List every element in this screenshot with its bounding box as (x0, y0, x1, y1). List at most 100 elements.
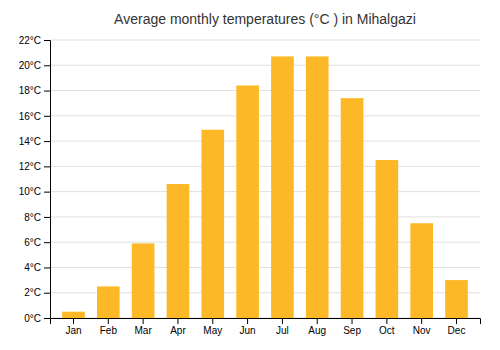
tick-label: 10°C (19, 186, 41, 197)
tick-mark (212, 318, 213, 324)
tick-mark (352, 318, 353, 324)
bar (97, 286, 120, 318)
tick-label: 12°C (19, 161, 41, 172)
grid-line (50, 40, 480, 41)
tick: Apr (170, 318, 186, 336)
tick: 8°C (24, 212, 50, 223)
axis-line (44, 41, 51, 319)
tick: 18°C (19, 85, 50, 96)
plot: Jan Feb Mar Apr May Jun Jul Aug Sep Oct Nov Dec 0°C 2… (19, 35, 481, 336)
tick: 6°C (24, 237, 50, 248)
tick-mark (44, 40, 50, 41)
tick-mark (44, 318, 50, 319)
tick-mark (73, 318, 74, 324)
title: Average monthly temperatures (°C ) in Mi… (114, 11, 416, 27)
tick: 4°C (24, 262, 50, 273)
tick-label: Apr (170, 325, 186, 336)
tick-label: 22°C (19, 35, 41, 46)
tick-label: 4°C (24, 262, 41, 273)
tick: Aug (308, 318, 326, 336)
tick-label: Mar (135, 325, 153, 336)
bar (62, 312, 85, 318)
tick-mark (44, 192, 50, 193)
bar (445, 280, 468, 318)
tick-mark (44, 267, 50, 268)
tick-mark (44, 217, 50, 218)
tick-label: Jul (276, 325, 289, 336)
tick-mark (456, 318, 457, 324)
tick-mark (282, 318, 283, 324)
tick: 16°C (19, 111, 50, 122)
tick-mark (247, 318, 248, 324)
tick-mark (421, 318, 422, 324)
grid-line (50, 90, 480, 91)
axis-line (51, 319, 481, 325)
tick-mark (108, 318, 109, 324)
tick-mark (44, 65, 50, 66)
grid-line (50, 65, 480, 66)
tick: 10°C (19, 186, 50, 197)
tick: 22°C (19, 35, 50, 46)
tick: Oct (379, 318, 395, 336)
tick: 14°C (19, 136, 50, 147)
bar (201, 130, 224, 318)
grid-line (50, 191, 480, 192)
tick-mark (44, 141, 50, 142)
bar (236, 85, 259, 318)
tick: Nov (413, 318, 431, 336)
tick-label: Nov (413, 325, 431, 336)
tick-mark (44, 242, 50, 243)
tick-label: Sep (343, 325, 361, 336)
tick-mark (44, 293, 50, 294)
tick-label: 18°C (19, 85, 41, 96)
tick: 2°C (24, 287, 50, 298)
x-axis: Jan Feb Mar Apr May Jun Jul Aug Sep Oct Nov Dec (51, 318, 481, 336)
tick-label: 6°C (24, 237, 41, 248)
tick: Feb (100, 318, 118, 336)
bar (271, 56, 294, 318)
tick-label: Dec (448, 325, 466, 336)
bar (341, 98, 364, 318)
tick-mark (177, 318, 178, 324)
bar (306, 56, 329, 318)
grid-line (50, 141, 480, 142)
tick-label: 20°C (19, 60, 41, 71)
tick-mark (386, 318, 387, 324)
tick-mark (317, 318, 318, 324)
tick: 0°C (24, 313, 50, 324)
y-axis: 0°C 2°C 4°C 6°C 8°C 10°C 12°C 14°C 16°C 18°C 20°C 2… (19, 35, 51, 324)
chart: Jan Feb Mar Apr May Jun Jul Aug Sep Oct Nov Dec 0°C 2… (0, 0, 500, 350)
grid-line (50, 115, 480, 116)
tick-label: 16°C (19, 111, 41, 122)
tick: 12°C (19, 161, 50, 172)
bar (167, 184, 190, 318)
tick-label: Aug (308, 325, 326, 336)
tick: May (203, 318, 222, 336)
tick: Sep (343, 318, 361, 336)
tick-mark (143, 318, 144, 324)
tick-label: Jun (240, 325, 256, 336)
tick-label: 2°C (24, 287, 41, 298)
tick-mark (44, 116, 50, 117)
tick-label: 0°C (24, 313, 41, 324)
bars (62, 56, 468, 318)
tick-label: Oct (379, 325, 395, 336)
tick-label: Jan (65, 325, 81, 336)
tick: Jan (65, 318, 81, 336)
tick-label: Feb (100, 325, 118, 336)
tick: Jun (240, 318, 256, 336)
tick-label: 14°C (19, 136, 41, 147)
tick: Dec (448, 318, 466, 336)
tick-mark (44, 166, 50, 167)
grid (50, 40, 480, 318)
bar (410, 223, 433, 318)
grid-line (50, 216, 480, 217)
tick: Mar (135, 318, 153, 336)
tick: Jul (276, 318, 289, 336)
tick: 20°C (19, 60, 50, 71)
tick-mark (44, 91, 50, 92)
tick-label: May (203, 325, 222, 336)
grid-line (50, 166, 480, 167)
tick-label: 8°C (24, 212, 41, 223)
bar (132, 243, 155, 318)
